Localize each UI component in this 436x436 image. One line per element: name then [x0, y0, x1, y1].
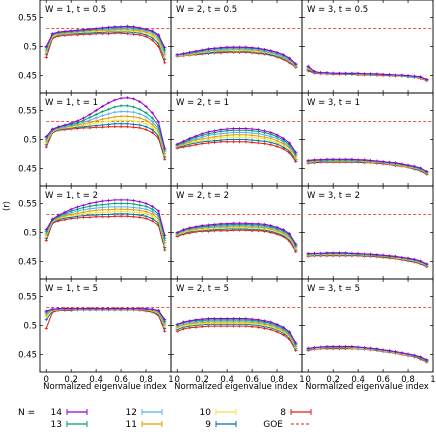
x-tick-label: 0.8: [139, 375, 153, 385]
y-tick-label: 0.5: [23, 43, 37, 53]
panel-label: W = 2, t = 2: [176, 191, 229, 201]
series-line-n8: [45, 126, 166, 160]
panel-7: W = 1, t = 2 0.45 0.5 0.55: [18, 185, 172, 280]
x-tick-label: 0: [44, 375, 49, 385]
series-line-n13: [45, 202, 166, 239]
y-tick-label: 0.45: [18, 258, 37, 268]
legend-prefix: N =: [18, 408, 35, 418]
x-tick-label: 0.2: [326, 375, 340, 385]
series-line-n9: [45, 31, 166, 60]
panel-label: W = 2, t = 1: [176, 98, 229, 108]
series-line-n8: [45, 309, 166, 332]
panel-4: W = 1, t = 1 0.45 0.5 0.55: [18, 92, 172, 187]
panel-label: W = 1, t = 1: [45, 98, 98, 108]
series-line-n8: [308, 161, 428, 175]
x-tick-label: 1: [299, 375, 304, 385]
y-tick-label: 0.55: [18, 106, 37, 116]
x-tick-label: 0.6: [114, 375, 128, 385]
y-tick-label: 0.45: [18, 351, 37, 361]
panel-label: W = 3, t = 1: [307, 98, 360, 108]
panel-5: W = 2, t = 1: [170, 92, 303, 187]
y-tick-label: 0.5: [23, 229, 37, 239]
panel-3: W = 3, t = 0.5: [301, 0, 434, 94]
panel-label: W = 1, t = 2: [45, 191, 98, 201]
legend-label-n10: 10: [200, 408, 212, 418]
x-tick-label: 0: [175, 375, 180, 385]
legend-label-goe: GOE: [263, 420, 283, 430]
panel-10: W = 1, t = 5 0 0.2 0.4 0.6 0.8 1 0.45 0.5 0.55: [18, 278, 174, 385]
series-line-n8: [45, 32, 166, 63]
x-tick-label: 0.6: [376, 375, 390, 385]
legend-label-n12: 12: [126, 408, 137, 418]
series-line-n9: [45, 309, 166, 329]
x-tick-label: 0.8: [401, 375, 415, 385]
legend-label-n13: 13: [51, 420, 62, 430]
panel-label: W = 3, t = 0.5: [307, 5, 368, 15]
panel-label: W = 1, t = 0.5: [45, 5, 106, 15]
panel-grid: W = 1, t = 0.5 0.45 0.5 0.55 W = 2, t = 0.5 W…: [18, 0, 436, 385]
panel-label: W = 1, t = 5: [45, 284, 98, 294]
y-tick-label: 0.5: [23, 136, 37, 146]
panel-label: W = 3, t = 2: [307, 191, 360, 201]
panel-2: W = 2, t = 0.5: [170, 0, 303, 94]
y-tick-label: 0.45: [18, 72, 37, 82]
x-tick-label: 0: [306, 375, 311, 385]
x-tick-label: 0.2: [195, 375, 209, 385]
legend-label-n9: 9: [205, 420, 211, 430]
series-line-n12: [45, 111, 166, 152]
y-tick-label: 0.55: [18, 13, 37, 23]
panel-label: W = 2, t = 5: [176, 284, 229, 294]
panel-9: W = 3, t = 2: [301, 185, 434, 280]
x-tick-label: 1: [430, 375, 435, 385]
panel-label: W = 2, t = 0.5: [176, 5, 237, 15]
y-tick-label: 0.45: [18, 165, 37, 175]
x-tick-label: 0.2: [64, 375, 78, 385]
panel-6: W = 3, t = 1: [301, 92, 434, 187]
panel-11: W = 2, t = 5 0 0.2 0.4 0.6 0.8 1: [170, 278, 305, 385]
legend-label-n8: 8: [280, 408, 286, 418]
y-tick-label: 0.5: [23, 322, 37, 332]
panel-1: W = 1, t = 0.5 0.45 0.5 0.55: [18, 0, 172, 94]
legend-label-n14: 14: [51, 408, 63, 418]
panel-12: W = 3, t = 5 0 0.2 0.4 0.6 0.8 1: [301, 278, 436, 385]
x-axis-label-col3: Normalized eigenvalue index: [305, 382, 429, 392]
y-axis-label: ⟨r⟩: [2, 201, 12, 211]
x-tick-label: 0.4: [220, 375, 234, 385]
x-axis-label-col1: Normalized eigenvalue index: [43, 382, 167, 392]
y-tick-label: 0.55: [18, 292, 37, 302]
series-line-n8: [45, 215, 166, 251]
legend-label-n11: 11: [126, 420, 137, 430]
series-line-n9: [307, 69, 427, 81]
x-tick-label: 0.6: [245, 375, 259, 385]
x-tick-label: 1: [168, 375, 173, 385]
panel-8: W = 2, t = 2: [170, 185, 303, 280]
y-tick-label: 0.55: [18, 199, 37, 209]
x-tick-label: 0.4: [89, 375, 103, 385]
x-axis-label-col2: Normalized eigenvalue index: [174, 382, 298, 392]
legend: N = 14 12 10 8 13 11 9 GOE: [18, 408, 312, 430]
x-tick-label: 0.4: [351, 375, 365, 385]
panel-label: W = 3, t = 5: [307, 284, 360, 294]
series-line-n10: [45, 308, 166, 327]
x-tick-label: 0.8: [270, 375, 284, 385]
